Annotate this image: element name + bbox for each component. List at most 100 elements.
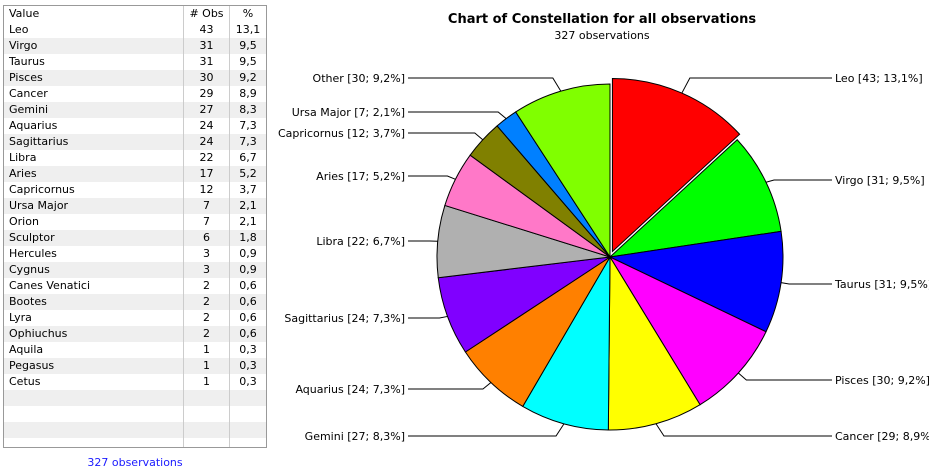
table-row[interactable]: Sculptor 6 1,8: [4, 230, 266, 246]
table-row[interactable]: Ursa Major 7 2,1: [4, 198, 266, 214]
cell-pct: 0,6: [239, 279, 257, 292]
cell-pct: 8,3: [239, 103, 257, 116]
cell-value: Libra: [4, 150, 184, 166]
table-row[interactable]: Pegasus 1 0,3: [4, 358, 266, 374]
table-row[interactable]: Taurus 31 9,5: [4, 54, 266, 70]
leader-line: [408, 423, 565, 437]
cell-obs: 7: [184, 198, 230, 214]
cell-pct: 0,3: [239, 375, 257, 388]
table-row[interactable]: Canes Venatici 2 0,6: [4, 278, 266, 294]
cell-pct: 9,5: [239, 55, 257, 68]
cell-value: Gemini: [4, 102, 184, 118]
slice-label: Pisces [30; 9,2%]: [835, 374, 929, 387]
cell-obs: 30: [184, 70, 230, 86]
table-row[interactable]: Pisces 30 9,2: [4, 70, 266, 86]
leader-line: [408, 77, 562, 92]
table-row[interactable]: Capricornus 12 3,7: [4, 182, 266, 198]
cell-pct: 0,9: [239, 247, 257, 260]
frequency-table: Value # Obs % Leo 43 13,1 Virgo 31 9,5 Taurus 3…: [3, 5, 267, 448]
slice-label: Gemini [27; 8,3%]: [305, 430, 405, 443]
pie-slice-gemini[interactable]: [522, 255, 611, 431]
slice-label: Virgo [31; 9,5%]: [835, 174, 925, 187]
table-row[interactable]: Bootes 2 0,6: [4, 294, 266, 310]
cell-value: Aquila: [4, 342, 184, 358]
leader-line: [408, 111, 507, 120]
cell-pct: 5,2: [239, 167, 257, 180]
pie-slice-leo[interactable]: [611, 78, 741, 253]
table-row[interactable]: Orion 7 2,1: [4, 214, 266, 230]
table-row[interactable]: Hercules 3 0,9: [4, 246, 266, 262]
cell-pct: 8,9: [239, 87, 257, 100]
slice-label: Cancer [29; 8,9%]: [835, 430, 929, 443]
cell-pct: 6,7: [239, 151, 257, 164]
cell-value: Aquarius: [4, 118, 184, 134]
cell-pct: 7,3: [239, 119, 257, 132]
leader-line: [781, 282, 832, 285]
slice-label: Sagittarius [24; 7,3%]: [284, 312, 405, 325]
cell-obs: 12: [184, 182, 230, 198]
cell-pct: 0,6: [239, 295, 257, 308]
header-obs: # Obs: [184, 6, 230, 22]
table-row[interactable]: Aries 17 5,2: [4, 166, 266, 182]
leader-line: [408, 382, 492, 390]
cell-pct: 3,7: [239, 183, 257, 196]
chart-title: Chart of Constellation for all observati…: [448, 12, 756, 27]
table-row[interactable]: Cygnus 3 0,9: [4, 262, 266, 278]
empty-row: [4, 438, 266, 447]
table-row[interactable]: Cancer 29 8,9: [4, 86, 266, 102]
empty-row: [4, 390, 266, 406]
slice-label: Taurus [31; 9,5%]: [834, 278, 929, 291]
leader-line: [408, 132, 484, 141]
table-row[interactable]: Ophiuchus 2 0,6: [4, 326, 266, 342]
cell-pct: 0,3: [239, 359, 257, 372]
cell-pct: 9,5: [239, 39, 257, 52]
table-row[interactable]: Sagittarius 24 7,3: [4, 134, 266, 150]
pie-slice-taurus[interactable]: [608, 230, 784, 333]
slice-label: Aries [17; 5,2%]: [316, 170, 405, 183]
table-row[interactable]: Libra 22 6,7: [4, 150, 266, 166]
pie-slice-cancer[interactable]: [607, 255, 701, 431]
cell-value: Canes Venatici: [4, 278, 184, 294]
table-row[interactable]: Gemini 27 8,3: [4, 102, 266, 118]
cell-obs: 31: [184, 38, 230, 54]
cell-value: Aries: [4, 166, 184, 182]
cell-obs: 2: [184, 278, 230, 294]
cell-obs: 6: [184, 230, 230, 246]
leader-line: [408, 175, 456, 180]
cell-obs: 7: [184, 214, 230, 230]
pie-slice-virgo[interactable]: [608, 139, 782, 258]
cell-value: Cygnus: [4, 262, 184, 278]
cell-value: Hercules: [4, 246, 184, 262]
cell-obs: 1: [184, 374, 230, 390]
cell-value: Cetus: [4, 374, 184, 390]
cell-value: Cancer: [4, 86, 184, 102]
cell-pct: 2,1: [239, 199, 257, 212]
slice-label: Capricornus [12; 3,7%]: [278, 127, 405, 140]
table-row[interactable]: Aquila 1 0,3: [4, 342, 266, 358]
cell-obs: 27: [184, 102, 230, 118]
table-row[interactable]: Aquarius 24 7,3: [4, 118, 266, 134]
table-header: Value # Obs %: [4, 6, 266, 22]
slice-label: Aquarius [24; 7,3%]: [295, 383, 405, 396]
cell-value: Taurus: [4, 54, 184, 70]
cell-pct: 7,3: [239, 135, 257, 148]
slice-label: Leo [43; 13,1%]: [835, 72, 923, 85]
cell-pct: 0,3: [239, 343, 257, 356]
cell-obs: 3: [184, 262, 230, 278]
cell-obs: 22: [184, 150, 230, 166]
table-row[interactable]: Lyra 2 0,6: [4, 310, 266, 326]
leader-line: [681, 77, 832, 94]
table-row[interactable]: Cetus 1 0,3: [4, 374, 266, 390]
cell-value: Capricornus: [4, 182, 184, 198]
table-row[interactable]: Virgo 31 9,5: [4, 38, 266, 54]
observations-count: 327 observations: [87, 456, 183, 469]
cell-pct: 9,2: [239, 71, 257, 84]
cell-value: Sculptor: [4, 230, 184, 246]
cell-pct: 0,6: [239, 311, 257, 324]
cell-value: Leo: [4, 22, 184, 38]
table-row[interactable]: Leo 43 13,1: [4, 22, 266, 38]
cell-obs: 2: [184, 294, 230, 310]
cell-value: Bootes: [4, 294, 184, 310]
cell-value: Lyra: [4, 310, 184, 326]
